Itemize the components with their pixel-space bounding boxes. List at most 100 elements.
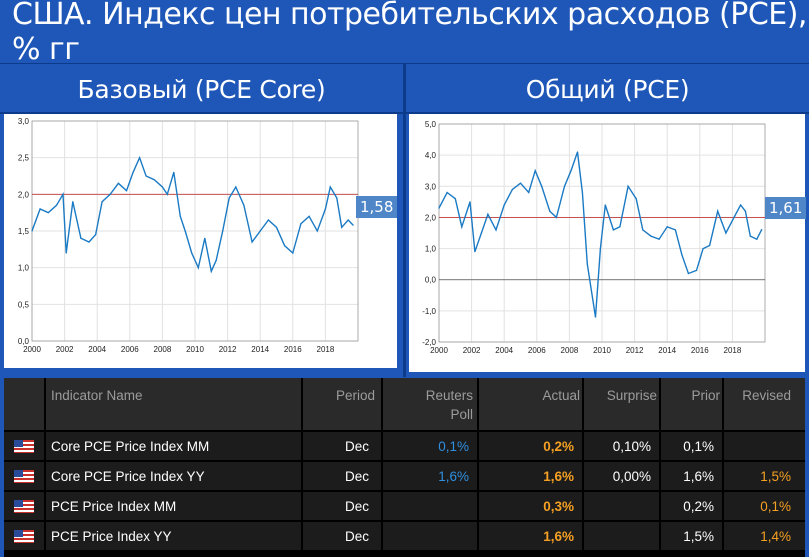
data-point (251, 241, 253, 243)
x-tick-label: 2018 (724, 346, 742, 355)
flag-header (4, 378, 44, 430)
data-point (658, 238, 660, 240)
cell-name: PCE Price Index MM (46, 492, 301, 520)
header-surprise[interactable]: Surprise (584, 378, 659, 430)
y-tick-label: 3,0 (18, 117, 30, 126)
data-point (138, 157, 141, 159)
us-flag-icon (4, 522, 44, 550)
x-tick-label: 2002 (56, 345, 74, 354)
header-actual[interactable]: Actual (479, 378, 582, 430)
data-point (173, 171, 175, 173)
cell-revised: 1,4% (724, 522, 805, 550)
data-point (756, 238, 758, 240)
table-row[interactable]: PCE Price Index MM Dec 0,3% 0,2% 0,1% (4, 492, 805, 520)
data-point (749, 235, 751, 237)
cell-poll (383, 492, 477, 520)
header-poll-line1: Reuters (425, 388, 473, 403)
data-point (695, 269, 698, 271)
data-point (717, 210, 719, 212)
y-tick-label: 4,0 (425, 151, 437, 160)
header-period[interactable]: Period (303, 378, 381, 430)
y-tick-label: 1,5 (18, 227, 30, 236)
data-point (117, 182, 119, 184)
data-point (733, 216, 735, 219)
data-point (563, 185, 566, 187)
us-flag-icon (4, 462, 44, 490)
table-row[interactable]: PCE Price Index YY Dec 1,6% 1,5% 1,4% (4, 522, 805, 550)
plot-frame (438, 123, 766, 343)
y-tick-label: 1,0 (18, 264, 30, 273)
data-point (627, 185, 629, 187)
data-point (599, 247, 601, 250)
x-tick-label: 2014 (658, 346, 676, 355)
data-point (474, 251, 476, 253)
cell-revised (724, 432, 805, 460)
cell-surprise: 0,00% (584, 462, 659, 490)
cell-revised: 0,1% (724, 492, 805, 520)
data-point (438, 207, 440, 209)
data-point (461, 226, 463, 228)
cell-prior: 1,6% (661, 462, 722, 490)
cell-poll (383, 522, 477, 550)
header-reuters-poll[interactable]: Reuters Poll (383, 378, 477, 430)
cell-surprise (584, 492, 659, 520)
us-flag-icon (14, 499, 34, 513)
data-point (687, 272, 689, 275)
data-point (619, 226, 621, 228)
cell-revised: 1,5% (724, 462, 805, 490)
data-point (284, 245, 286, 247)
right-chart-title: Общий (PCE) (406, 66, 809, 112)
data-point (39, 208, 41, 210)
data-point (215, 259, 217, 261)
table-row[interactable]: Core PCE Price Index YY Dec 1,6% 1,6% 0,00% 1… (4, 462, 805, 490)
data-point (191, 252, 193, 254)
data-point (511, 188, 513, 190)
data-point (228, 197, 230, 199)
data-point (267, 219, 269, 221)
data-point (446, 191, 448, 194)
header-prior[interactable]: Prior (661, 378, 722, 430)
y-tick-label: 3,0 (425, 182, 437, 191)
data-point (259, 230, 261, 232)
header-indicator-name[interactable]: Indicator Name (46, 378, 301, 430)
us-flag-icon (4, 432, 44, 460)
data-point (454, 198, 456, 200)
data-point (341, 226, 343, 228)
data-point (744, 210, 747, 212)
panel-divider (403, 64, 406, 377)
y-tick-label: 2,0 (18, 190, 30, 199)
data-point (612, 229, 615, 231)
data-point (503, 204, 505, 206)
x-tick-label: 2002 (463, 346, 481, 355)
data-point (324, 208, 326, 210)
page-title: США. Индекс цен потребительских расходов… (0, 0, 809, 67)
cell-name: Core PCE Price Index MM (46, 432, 301, 460)
cell-actual: 1,6% (479, 522, 582, 550)
data-point (681, 254, 683, 256)
data-point (725, 232, 727, 234)
data-point (153, 179, 155, 181)
data-point (336, 197, 338, 199)
left-chart-title: Базовый (PCE Core) (0, 66, 403, 112)
y-tick-label: 5,0 (425, 120, 437, 129)
us-flag-icon (14, 469, 34, 483)
cell-period: Dec (303, 492, 381, 520)
y-tick-label: 0,5 (18, 300, 30, 309)
data-point (292, 252, 294, 254)
data-point (31, 230, 33, 232)
data-point (94, 234, 97, 236)
data-point (300, 223, 302, 225)
data-point (541, 185, 543, 187)
data-point (204, 237, 206, 239)
data-point (308, 215, 310, 217)
cell-surprise: 0,10% (584, 432, 659, 460)
y-tick-label: -2,0 (422, 338, 436, 347)
data-point (88, 241, 90, 243)
cell-name: Core PCE Price Index YY (46, 462, 301, 490)
data-point (594, 316, 597, 318)
data-point (581, 191, 584, 194)
header-revised[interactable]: Revised (724, 378, 805, 430)
table-row[interactable]: Core PCE Price Index MM Dec 0,1% 0,2% 0,10% 0… (4, 432, 805, 460)
x-tick-label: 2004 (88, 345, 106, 354)
data-point (222, 230, 224, 232)
